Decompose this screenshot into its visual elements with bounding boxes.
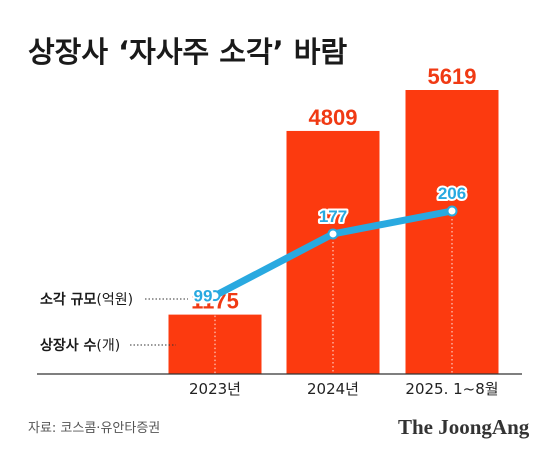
line-point-1 (327, 228, 339, 240)
legend-buyback: 소각 규모(억원) (40, 291, 133, 308)
bar-series (168, 90, 499, 374)
bar-value-label-2: 5619 (428, 64, 477, 89)
legend-companies: 상장사 수(개) (40, 337, 120, 354)
x-tick-labels: 2023년 2024년 2025. 1~8월 (189, 380, 499, 398)
line-value-labels: 99 177 206 (192, 182, 469, 308)
x-tick-label-2: 2025. 1~8월 (405, 380, 498, 398)
legend-companies-label: 상장사 수 (40, 337, 97, 354)
line-point-2 (446, 205, 458, 217)
bar-value-label-1: 4809 (309, 105, 358, 130)
line-series (209, 205, 458, 302)
line-drop-lines (214, 211, 453, 374)
brand-logo: The JoongAng (398, 415, 530, 439)
line-value-label-2: 206 (438, 184, 466, 203)
line-value-label-0: 99 (194, 287, 213, 306)
x-tick-label-1: 2024년 (307, 380, 359, 398)
legend-companies-unit: (개) (96, 338, 120, 354)
x-tick-label-0: 2023년 (189, 380, 241, 398)
legend-buyback-label: 소각 규모 (40, 291, 97, 308)
chart-title: 상장사 ‘자사주 소각’ 바람 (28, 35, 347, 69)
source-note: 자료: 코스콤·유안타증권 (28, 421, 160, 436)
legend-buyback-unit: (억원) (96, 292, 133, 308)
line-value-label-1: 177 (319, 207, 347, 226)
line-point-0 (209, 290, 221, 302)
